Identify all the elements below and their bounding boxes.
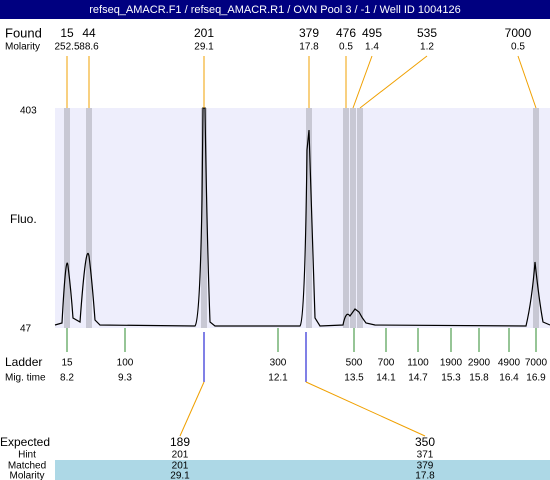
found-molarity: 17.8 [299, 42, 319, 53]
ladder-time: 16.9 [526, 373, 546, 384]
found-molarity: 0.5 [339, 42, 353, 53]
expected-size: 189 [170, 435, 190, 449]
ladder-time: 13.5 [344, 373, 364, 384]
match-connector [305, 381, 426, 437]
ladder-size: 300 [270, 358, 287, 369]
ladder-time: 8.2 [60, 373, 74, 384]
peak-band [533, 108, 539, 328]
found-size: 535 [417, 26, 437, 40]
peak-connector [352, 55, 373, 109]
plot-area [55, 108, 550, 328]
ladder-time: 16.4 [499, 373, 519, 384]
matched-size: 201 [172, 461, 189, 472]
found-size: 44 [82, 26, 96, 40]
molarity-label: Molarity [9, 471, 44, 480]
ladder-time: 15.8 [469, 373, 489, 384]
hint-label: Hint [18, 450, 36, 461]
found-size: 495 [362, 26, 382, 40]
expected-size: 350 [415, 435, 435, 449]
ladder-time: 15.3 [441, 373, 461, 384]
ladder-size: 7000 [525, 358, 548, 369]
ladder-time: 12.1 [268, 373, 288, 384]
ladder-time: 14.7 [408, 373, 428, 384]
ladder-size: 500 [346, 358, 363, 369]
ladder-size: 100 [117, 358, 134, 369]
found-size: 201 [194, 26, 214, 40]
matched-highlight [55, 460, 550, 480]
matched-size: 379 [417, 461, 434, 472]
match-connector [179, 381, 205, 437]
peak-band [64, 108, 70, 328]
peak-band [306, 108, 312, 328]
ladder-time: 9.3 [118, 373, 132, 384]
expected-label: Expected [0, 435, 50, 449]
found-molarity: 29.1 [194, 42, 214, 53]
y-bottom-label: 47 [20, 324, 32, 335]
peak-connector [359, 55, 428, 109]
found-size: 379 [299, 26, 319, 40]
ladder-size: 2900 [468, 358, 491, 369]
matched-molarity: 29.1 [170, 471, 190, 480]
y-top-label: 403 [20, 106, 37, 117]
hint-size: 371 [417, 450, 434, 461]
ladder-size: 15 [61, 358, 73, 369]
found-molarity: 0.5 [511, 42, 525, 53]
peak-band [201, 108, 207, 328]
found-size: 476 [336, 26, 356, 40]
title: refseq_AMACR.F1 / refseq_AMACR.R1 / OVN … [89, 4, 461, 16]
peak-band [350, 108, 356, 328]
molarity-label: Molarity [5, 42, 40, 53]
y-axis-label: Fluo. [10, 212, 37, 226]
found-size: 7000 [505, 26, 532, 40]
found-molarity: 88.6 [79, 42, 99, 53]
found-molarity: 252.5 [54, 42, 79, 53]
trace [54, 107, 550, 327]
ladder-size: 700 [378, 358, 395, 369]
peak-band [343, 108, 349, 328]
ladder-time: 14.1 [376, 373, 396, 384]
matched-label: Matched [8, 461, 46, 472]
time-label: Mig. time [5, 373, 46, 384]
peak-connector [517, 55, 537, 109]
found-molarity: 1.4 [365, 42, 379, 53]
hint-size: 201 [172, 450, 189, 461]
peak-band [357, 108, 363, 328]
ladder-size: 4900 [498, 358, 521, 369]
found-size: 15 [60, 26, 74, 40]
title-bar [0, 0, 550, 19]
matched-molarity: 17.8 [415, 471, 435, 480]
ladder-size: 1900 [440, 358, 463, 369]
ladder-size: 1100 [407, 358, 429, 369]
found-label: Found [5, 25, 42, 40]
ladder-label: Ladder [5, 355, 42, 369]
found-molarity: 1.2 [420, 42, 434, 53]
peak-band [86, 108, 92, 328]
